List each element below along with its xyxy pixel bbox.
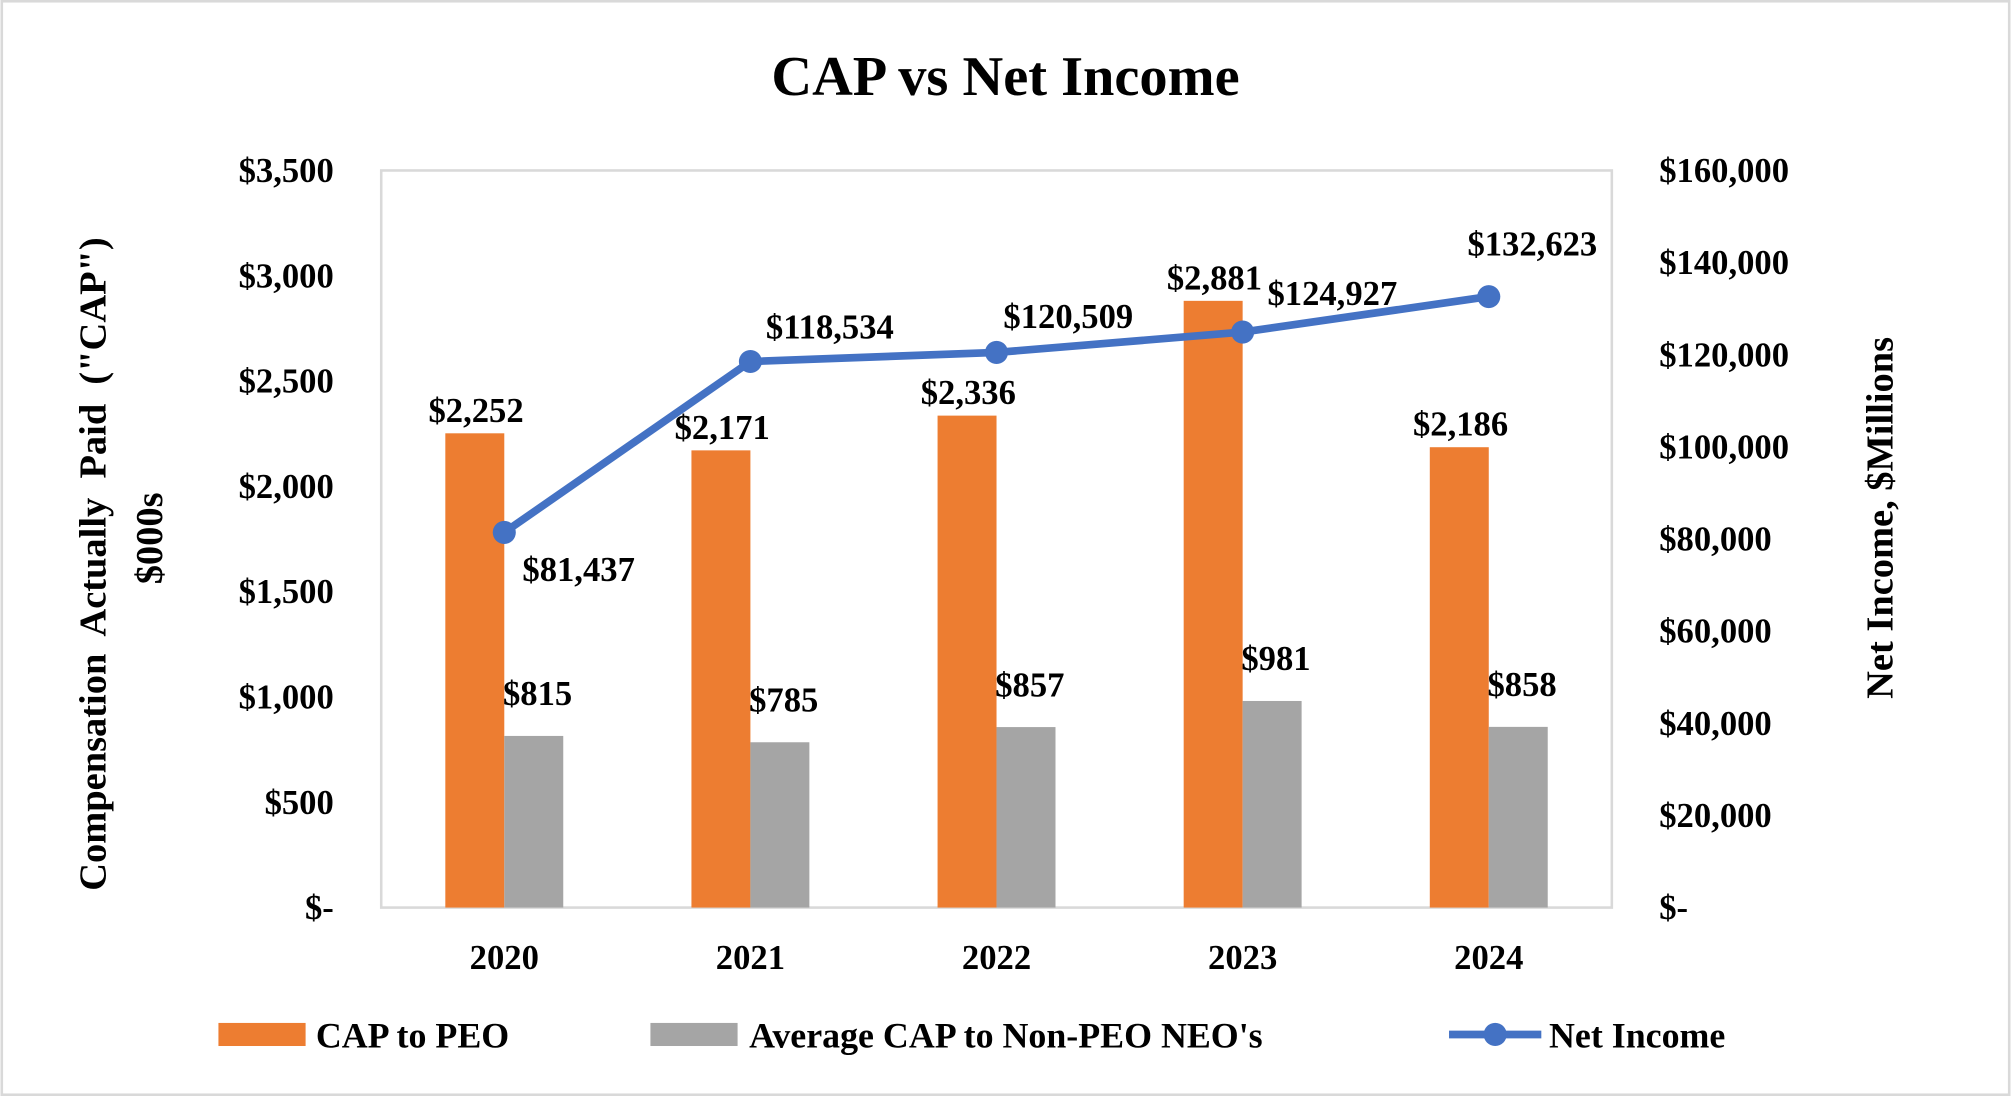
data-label-net-income: $81,437 <box>522 551 634 589</box>
right-tick-label: $20,000 <box>1659 797 1771 835</box>
right-tick-label: $120,000 <box>1659 336 1789 374</box>
right-tick-label: $80,000 <box>1659 521 1771 559</box>
right-tick-label: $40,000 <box>1659 705 1771 743</box>
legend-label-net-income: Net Income <box>1549 1015 1725 1055</box>
chart-title: CAP vs Net Income <box>771 46 1239 108</box>
left-tick-label: $1,500 <box>239 573 334 611</box>
legend-swatch-average-cap <box>650 1022 738 1047</box>
y-axis-left-title-unit: $000s <box>129 492 171 584</box>
net-income-marker <box>1477 285 1501 309</box>
net-income-marker <box>738 349 762 374</box>
x-tick-label: 2020 <box>470 939 539 977</box>
y-axis-right-title: Net Income, $Millions <box>1860 337 1902 699</box>
bar-average-cap <box>996 727 1056 908</box>
y-axis-left-title: Compensation Actually Paid ("CAP") <box>73 237 115 890</box>
data-label-average-cap: $858 <box>1487 666 1556 704</box>
x-tick-label: 2024 <box>1454 939 1523 977</box>
x-tick-label: 2022 <box>962 939 1031 977</box>
data-label-average-cap: $785 <box>749 681 818 719</box>
bar-cap-to-peo <box>691 450 751 908</box>
right-tick-label: $140,000 <box>1659 244 1789 282</box>
right-tick-label: $- <box>1659 889 1688 927</box>
data-label-cap-to-peo: $2,252 <box>428 392 523 430</box>
legend-label-average-cap: Average CAP to Non-PEO NEO's <box>749 1015 1263 1055</box>
legend-swatch-cap-to-peo <box>218 1022 306 1047</box>
left-tick-label: $2,000 <box>239 468 334 506</box>
legend: CAP to PEO Average CAP to Non-PEO NEO's … <box>218 1015 1725 1055</box>
left-tick-label: $3,500 <box>239 152 334 190</box>
left-tick-label: $500 <box>265 784 334 822</box>
data-label-cap-to-peo: $2,881 <box>1167 259 1262 297</box>
bar-average-cap <box>1242 700 1302 908</box>
right-tick-label: $160,000 <box>1659 152 1789 190</box>
net-income-marker <box>1231 320 1255 344</box>
left-tick-label: $2,500 <box>239 363 334 401</box>
bar-average-cap <box>1488 726 1548 908</box>
data-label-cap-to-peo: $2,186 <box>1413 406 1508 444</box>
left-tick-label: $1,000 <box>239 679 334 717</box>
right-tick-label: $60,000 <box>1659 613 1771 651</box>
x-tick-label: 2023 <box>1208 939 1277 977</box>
data-label-net-income: $120,509 <box>1003 298 1133 336</box>
net-income-marker <box>984 340 1009 364</box>
legend-swatch-net-income-marker <box>1483 1022 1507 1047</box>
data-label-average-cap: $981 <box>1241 640 1310 678</box>
x-tick-label: 2021 <box>716 939 785 977</box>
bar-cap-to-peo <box>445 433 505 908</box>
data-label-net-income: $118,534 <box>766 308 894 346</box>
data-label-cap-to-peo: $2,336 <box>921 374 1016 412</box>
left-tick-label: $- <box>305 889 334 927</box>
right-tick-label: $100,000 <box>1659 428 1789 466</box>
net-income-marker <box>492 520 516 544</box>
data-label-average-cap: $815 <box>503 675 572 713</box>
legend-label-cap-to-peo: CAP to PEO <box>316 1015 509 1055</box>
data-label-average-cap: $857 <box>995 666 1064 704</box>
data-label-cap-to-peo: $2,171 <box>675 409 770 447</box>
bar-cap-to-peo <box>937 415 997 908</box>
bar-average-cap <box>504 735 564 908</box>
left-tick-label: $3,000 <box>239 257 334 295</box>
data-label-net-income: $124,927 <box>1267 275 1397 313</box>
bar-cap-to-peo <box>1429 447 1489 908</box>
bar-cap-to-peo <box>1183 300 1243 908</box>
bar-average-cap <box>750 742 810 908</box>
data-label-net-income: $132,623 <box>1467 226 1597 264</box>
